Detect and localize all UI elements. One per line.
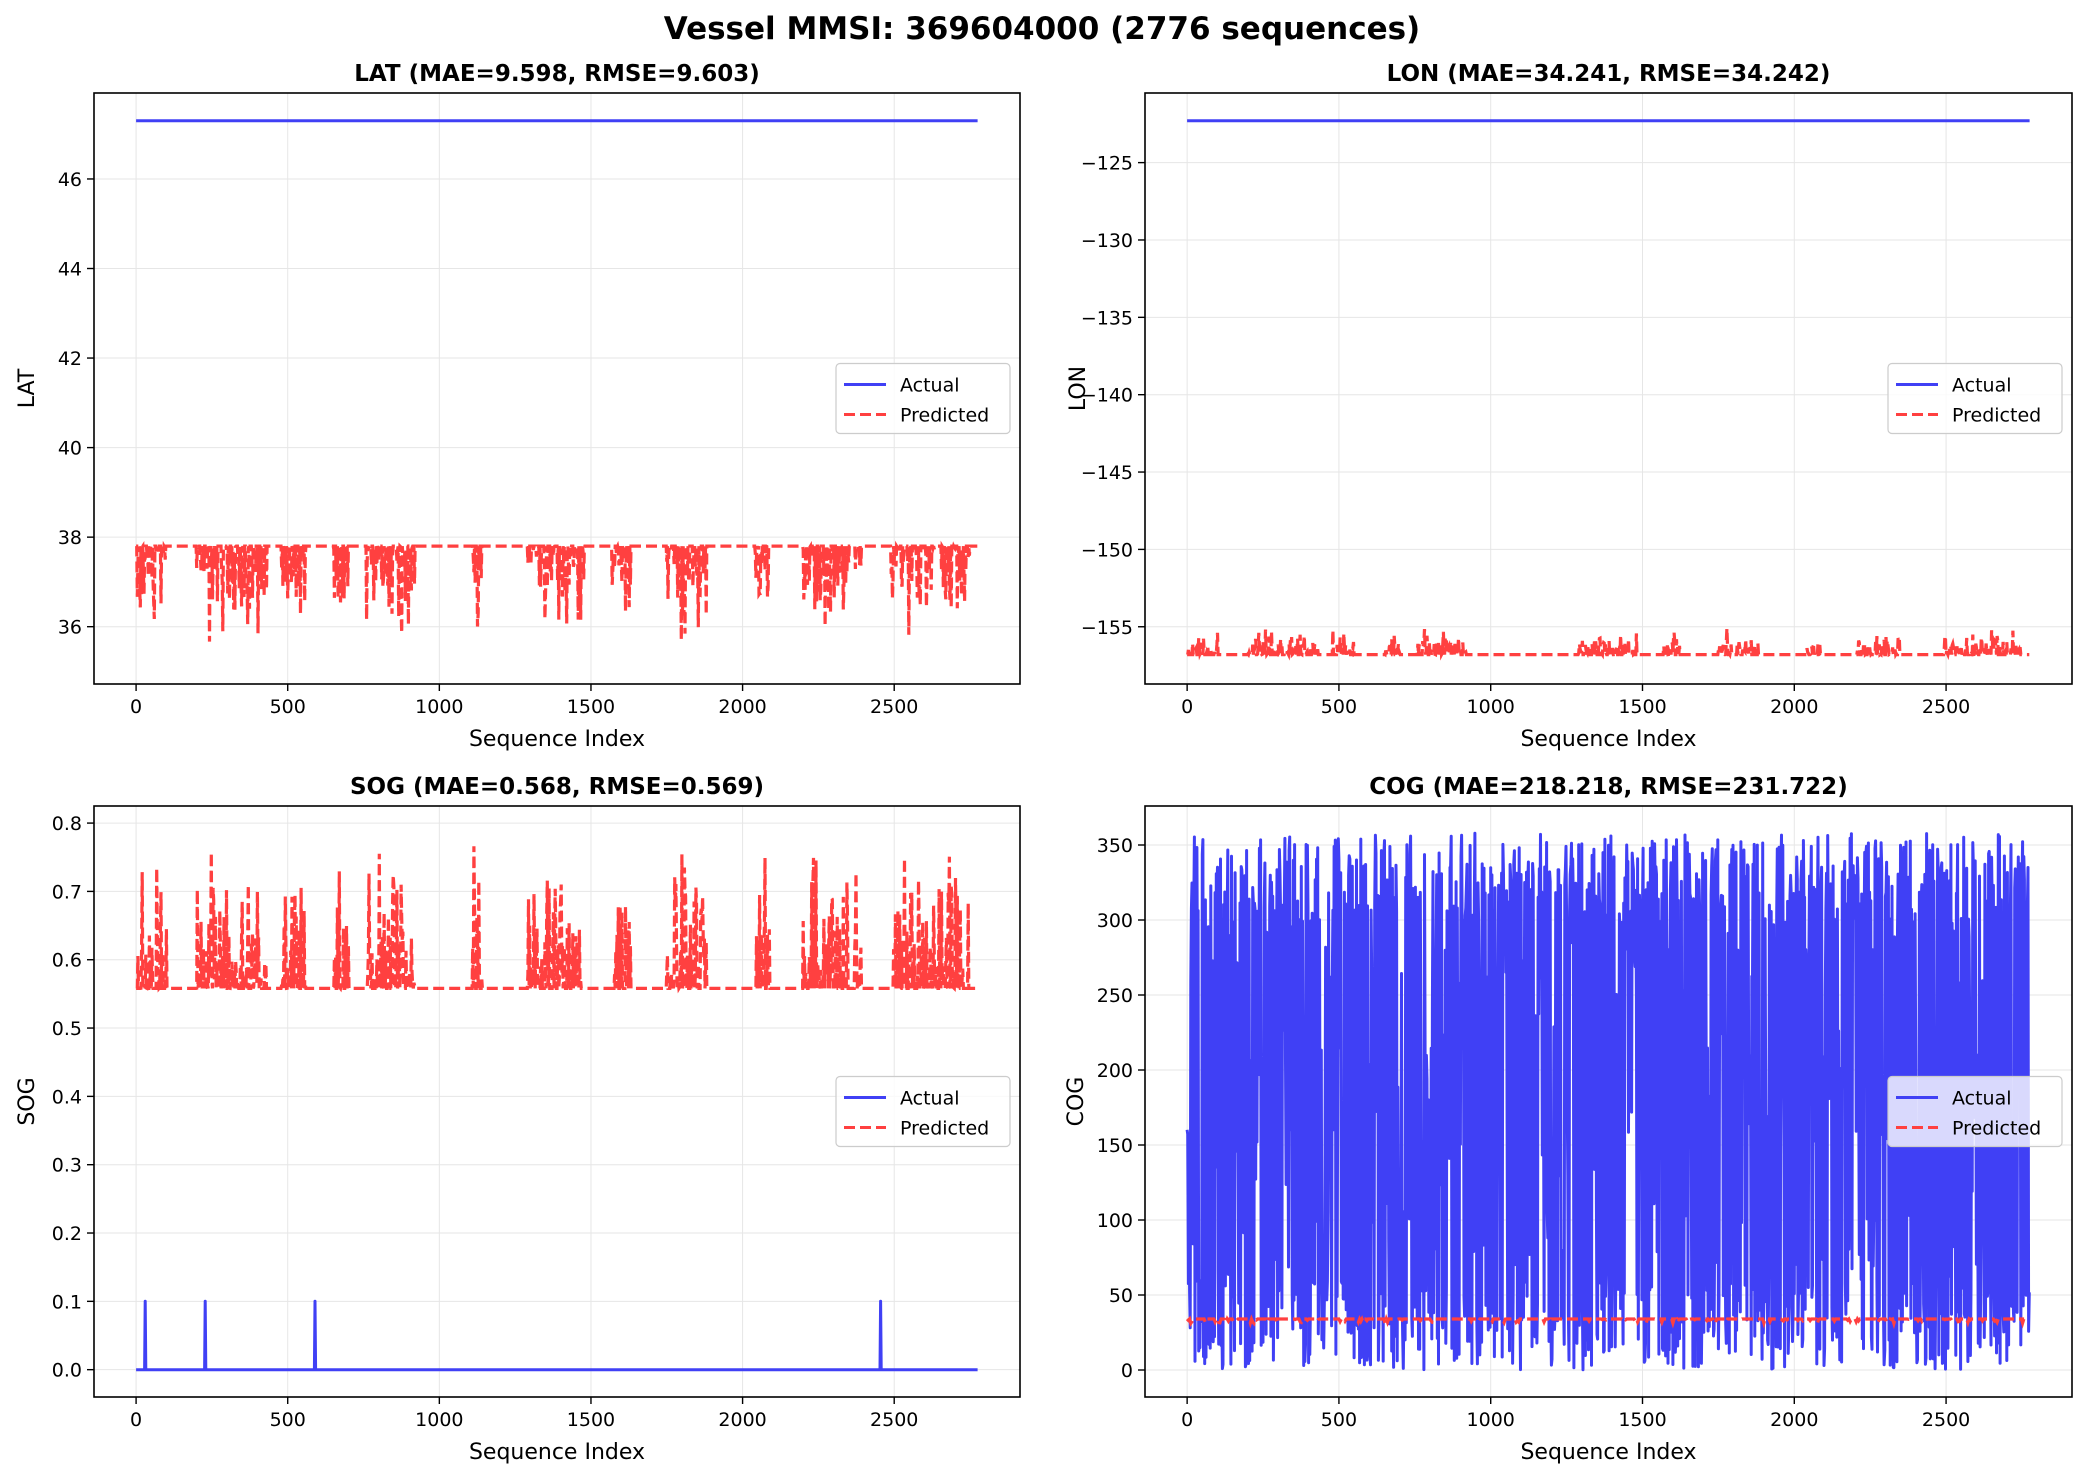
lon-xtick-label-3: 1500 [1618, 696, 1666, 718]
cog-xtick-label-0: 0 [1181, 1409, 1193, 1431]
sog-title: SOG (MAE=0.568, RMSE=0.569) [350, 774, 764, 800]
lon-ylabel: LON [1066, 366, 1091, 411]
lon-legend: Actual Predicted [1887, 362, 2063, 435]
lat-title: LAT (MAE=9.598, RMSE=9.603) [354, 61, 759, 87]
lat-ytick-label-4: 44 [58, 259, 82, 281]
sog-xtick-label-5: 2500 [870, 1409, 918, 1431]
cog-ytick-label-7: 350 [1097, 835, 1133, 857]
lon-xtick-label-0: 0 [1181, 696, 1193, 718]
sog-ytick-label-5: 0.5 [52, 1018, 82, 1040]
cog-xtick-label-5: 2500 [1922, 1409, 1970, 1431]
lon-axes-frame [1144, 92, 2073, 685]
lon-ytick-label-5: −130 [1081, 230, 1133, 252]
lat-plot-area [135, 119, 978, 642]
cog-axes-frame [1144, 805, 2073, 1398]
lon-series-predicted [1186, 628, 2030, 661]
lon-ytick-label-6: −125 [1081, 153, 1133, 175]
lat-ytick-label-2: 40 [58, 438, 82, 460]
lat-series-predicted [135, 540, 978, 642]
sog-ytick-label-2: 0.2 [52, 1223, 82, 1245]
cog-ytick-label-5: 250 [1097, 985, 1133, 1007]
sog-ytick-label-6: 0.6 [52, 950, 82, 972]
lat-legend-predicted-label: Predicted [900, 405, 989, 427]
cog-ytick-label-6: 300 [1097, 910, 1133, 932]
sog-series-predicted [135, 846, 978, 995]
lat-xtick-label-5: 2500 [870, 696, 918, 718]
cog-series-predicted [1185, 1313, 2029, 1330]
lon-xtick-label-4: 2000 [1770, 696, 1818, 718]
sog-ytick-label-0: 0.0 [52, 1360, 82, 1382]
lat-ytick-label-0: 36 [58, 617, 82, 639]
cog-xtick-label-3: 1500 [1618, 1409, 1666, 1431]
cog-panel: 0 500 1000 1500 2000 2500 0 50 100 150 200 250 300 35… [1064, 774, 2073, 1465]
cog-legend: Actual Predicted [1887, 1075, 2063, 1148]
cog-xtick-label-4: 2000 [1770, 1409, 1818, 1431]
sog-xtick-label-3: 1500 [567, 1409, 615, 1431]
lon-legend-actual-label: Actual [1952, 375, 2012, 397]
cog-plot-area [1185, 831, 2031, 1372]
lat-xtick-label-3: 1500 [567, 696, 615, 718]
sog-xlabel: Sequence Index [469, 1440, 645, 1465]
cog-ytick-label-4: 200 [1097, 1060, 1133, 1082]
lat-axes-frame [93, 92, 1021, 685]
cog-legend-predicted-label: Predicted [1952, 1118, 2041, 1140]
cog-xtick-label-1: 500 [1321, 1409, 1357, 1431]
lon-title: LON (MAE=34.241, RMSE=34.242) [1387, 61, 1831, 87]
lat-legend: Actual Predicted [835, 362, 1011, 435]
sog-axes-frame [93, 805, 1021, 1398]
lon-ytick-label-2: −145 [1081, 462, 1133, 484]
lat-xtick-label-1: 500 [270, 696, 306, 718]
sog-ytick-label-3: 0.3 [52, 1155, 82, 1177]
lon-xtick-label-1: 500 [1321, 696, 1357, 718]
cog-ytick-label-2: 100 [1097, 1210, 1133, 1232]
lat-ytick-label-1: 38 [58, 527, 82, 549]
lon-xtick-label-2: 1000 [1467, 696, 1515, 718]
sog-ytick-label-7: 0.7 [52, 881, 82, 903]
sog-legend-predicted-label: Predicted [900, 1118, 989, 1140]
lon-ytick-label-0: −155 [1081, 617, 1133, 639]
lat-xtick-label-0: 0 [130, 696, 142, 718]
sog-plot-area [135, 846, 978, 1372]
cog-xlabel: Sequence Index [1520, 1440, 1696, 1465]
sog-xtick-label-4: 2000 [718, 1409, 766, 1431]
lon-panel: 0 500 1000 1500 2000 2500 −155 −150 −145 −140 −135… [1066, 61, 2073, 752]
lat-xtick-label-4: 2000 [718, 696, 766, 718]
sog-ytick-label-1: 0.1 [52, 1291, 82, 1313]
cog-xtick-label-2: 1000 [1467, 1409, 1515, 1431]
sog-ylabel: SOG [15, 1077, 40, 1125]
sog-ytick-label-4: 0.4 [52, 1086, 82, 1108]
sog-series-actual [136, 1299, 978, 1372]
cog-ylabel: COG [1064, 1077, 1089, 1127]
lat-xlabel: Sequence Index [469, 727, 645, 752]
lat-xtick-label-2: 1000 [415, 696, 463, 718]
sog-panel: 0 500 1000 1500 2000 2500 0.0 0.1 0.2 0.3 0.4 0.5 0.… [15, 774, 1021, 1465]
cog-ytick-label-3: 150 [1097, 1135, 1133, 1157]
sog-legend-actual-label: Actual [900, 1088, 960, 1110]
sog-ytick-label-8: 0.8 [52, 813, 82, 835]
sog-xtick-label-2: 1000 [415, 1409, 463, 1431]
figure-title: Vessel MMSI: 369604000 (2776 sequences) [664, 11, 1420, 47]
lon-ytick-label-1: −150 [1081, 539, 1133, 561]
lon-xtick-label-5: 2500 [1922, 696, 1970, 718]
lat-ytick-label-5: 46 [58, 169, 82, 191]
lat-ytick-label-3: 42 [58, 348, 82, 370]
lat-legend-actual-label: Actual [900, 375, 960, 397]
lon-ytick-label-3: −140 [1081, 385, 1133, 407]
lon-legend-predicted-label: Predicted [1952, 405, 2041, 427]
sog-xtick-label-0: 0 [130, 1409, 142, 1431]
cog-title: COG (MAE=218.218, RMSE=231.722) [1369, 774, 1847, 800]
cog-ytick-label-0: 0 [1121, 1360, 1133, 1382]
sog-legend: Actual Predicted [835, 1075, 1011, 1148]
cog-ytick-label-1: 50 [1109, 1285, 1133, 1307]
lat-ylabel: LAT [15, 368, 40, 408]
cog-legend-actual-label: Actual [1952, 1088, 2012, 1110]
sog-xtick-label-1: 500 [270, 1409, 306, 1431]
cog-series-actual [1185, 831, 2031, 1372]
lat-panel: 0 500 1000 1500 2000 2500 36 38 40 42 44 46 LAT (MAE… [15, 61, 1021, 752]
lon-ytick-label-4: −135 [1081, 307, 1133, 329]
lon-xlabel: Sequence Index [1520, 727, 1696, 752]
lon-plot-area [1186, 119, 2030, 661]
